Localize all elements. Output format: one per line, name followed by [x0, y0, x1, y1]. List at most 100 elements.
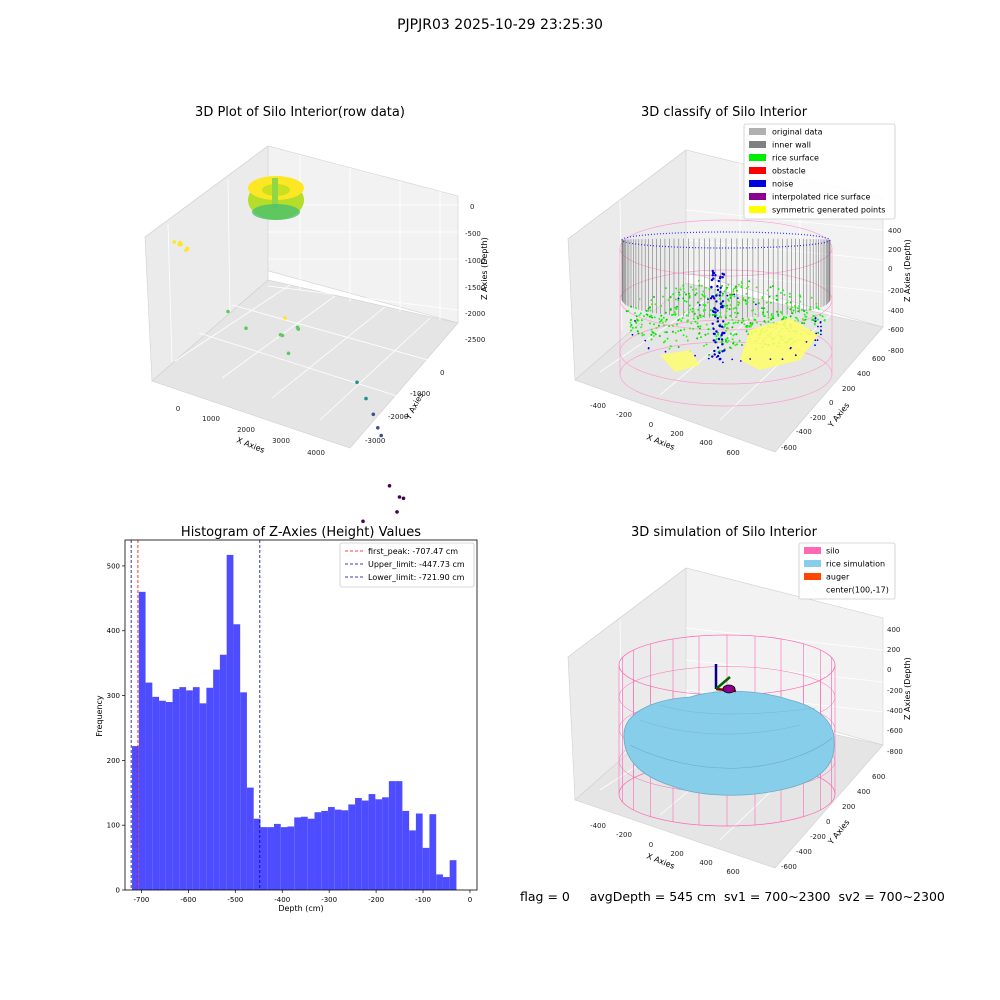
p2-noise-point [718, 351, 721, 355]
p2-surface-point [817, 307, 820, 310]
p2-surface-point [726, 304, 729, 307]
p1-point [172, 240, 177, 244]
p2-surface-point [733, 295, 736, 298]
p2-surface-point [676, 323, 679, 326]
p2-surface-point [685, 293, 687, 296]
p2-surface-point [627, 310, 630, 312]
p2-surface-point [769, 286, 772, 289]
p2-surface-point [761, 297, 764, 300]
p2-surface-point [659, 320, 662, 323]
p1-point [371, 412, 376, 417]
p2-surface-point [669, 296, 672, 299]
p2-surface-point [785, 302, 788, 305]
p2-surface-point [665, 318, 668, 321]
p4-legend-label: auger [826, 573, 850, 582]
p2-surface-point [770, 317, 773, 320]
p2-surface-point [694, 293, 697, 296]
p2-surface-point [732, 322, 735, 325]
p2-surface-point [725, 329, 728, 332]
p2-surface-point [804, 315, 807, 318]
p2-ytick-0: 600 [872, 355, 885, 363]
p2-surface-point [738, 339, 741, 342]
p1-point [244, 326, 248, 331]
p2-surface-point [731, 338, 734, 341]
p2-surface-point [692, 317, 695, 320]
p2-surface-point [638, 314, 641, 317]
p2-surface-point [646, 313, 649, 316]
p2-noise-point [819, 321, 822, 323]
p2-noise-point [715, 300, 718, 303]
p2-surface-point [705, 286, 708, 289]
p2-surface-point [657, 324, 660, 327]
p4-ytick-4: -200 [810, 833, 826, 841]
p2-surface-point [763, 315, 766, 318]
p2-surface-point [747, 318, 750, 321]
p2-noise-point [712, 327, 715, 330]
panel2-y-ticks: 600 400 200 0 -200 -400 -600 [781, 355, 885, 452]
p2-surface-point [737, 303, 740, 306]
p2-surface-point [650, 314, 653, 317]
p2-surface-point [721, 292, 724, 295]
p2-surface-point [746, 324, 748, 327]
p2-surface-point [740, 285, 743, 288]
p2-legend-swatch [749, 141, 766, 148]
p2-surface-point [727, 298, 730, 301]
p2-noise-point [789, 347, 792, 350]
p2-surface-point [674, 313, 677, 316]
hist-bar [314, 812, 322, 890]
panel4-y-ticks: 600 400 200 0 -200 -400 -600 [781, 773, 885, 871]
p2-surface-point [650, 338, 653, 341]
p2-surface-point [726, 286, 729, 289]
p2-surface-point [762, 311, 765, 314]
p2-surface-point [726, 307, 729, 310]
p2-ztick-5: -600 [888, 326, 904, 334]
p2-surface-point [719, 336, 722, 338]
p2-surface-point [733, 287, 736, 290]
p2-xtick-3: 200 [670, 430, 683, 438]
p2-surface-point [682, 297, 685, 300]
p2-surface-point [634, 312, 636, 315]
hist-bar [436, 874, 443, 890]
p2-xtick-1: -200 [616, 411, 632, 419]
p2-noise-point [713, 349, 716, 353]
hist-xtick-label: -100 [415, 896, 431, 904]
p1-point [283, 316, 287, 320]
p2-surface-point [679, 288, 682, 291]
p2-surface-point [732, 290, 735, 293]
hist-bar [301, 816, 308, 890]
p2-surface-point [673, 311, 676, 314]
p2-surface-point [688, 304, 691, 307]
p4-rice-surface [623, 690, 835, 796]
p2-surface-point [806, 311, 808, 314]
p2-surface-point [671, 330, 674, 333]
p2-noise-point [719, 291, 722, 294]
p2-noise-point [716, 288, 720, 292]
p2-surface-point [629, 321, 632, 324]
p2-surface-point [705, 343, 708, 346]
p2-surface-point [690, 286, 692, 289]
p2-surface-point [652, 335, 655, 337]
p2-noise-point [631, 333, 634, 336]
p2-surface-point [702, 304, 705, 306]
p4-xtick-5: 600 [726, 868, 739, 876]
p2-surface-point [668, 325, 670, 328]
p2-surface-point [687, 292, 690, 295]
p2-surface-point [630, 329, 632, 332]
p2-surface-point [692, 288, 695, 291]
p2-surface-point [734, 344, 737, 347]
p2-noise-point [712, 277, 715, 280]
p4-zlabel: Z Axies (Depth) [903, 657, 912, 720]
p2-noise-point [736, 297, 739, 299]
p2-surface-point [698, 284, 701, 287]
flag-text: flag = 0 [520, 889, 570, 904]
p2-surface-point [625, 310, 628, 313]
hist-bar [334, 809, 342, 890]
p2-surface-point [789, 301, 792, 304]
p2-surface-point [742, 319, 745, 322]
p2-surface-point [803, 313, 806, 316]
p2-noise-point [707, 357, 710, 360]
p2-surface-point [669, 308, 672, 311]
p2-noise-point [715, 294, 718, 297]
p4-legend-swatch [804, 573, 821, 580]
p2-surface-point [655, 327, 658, 329]
